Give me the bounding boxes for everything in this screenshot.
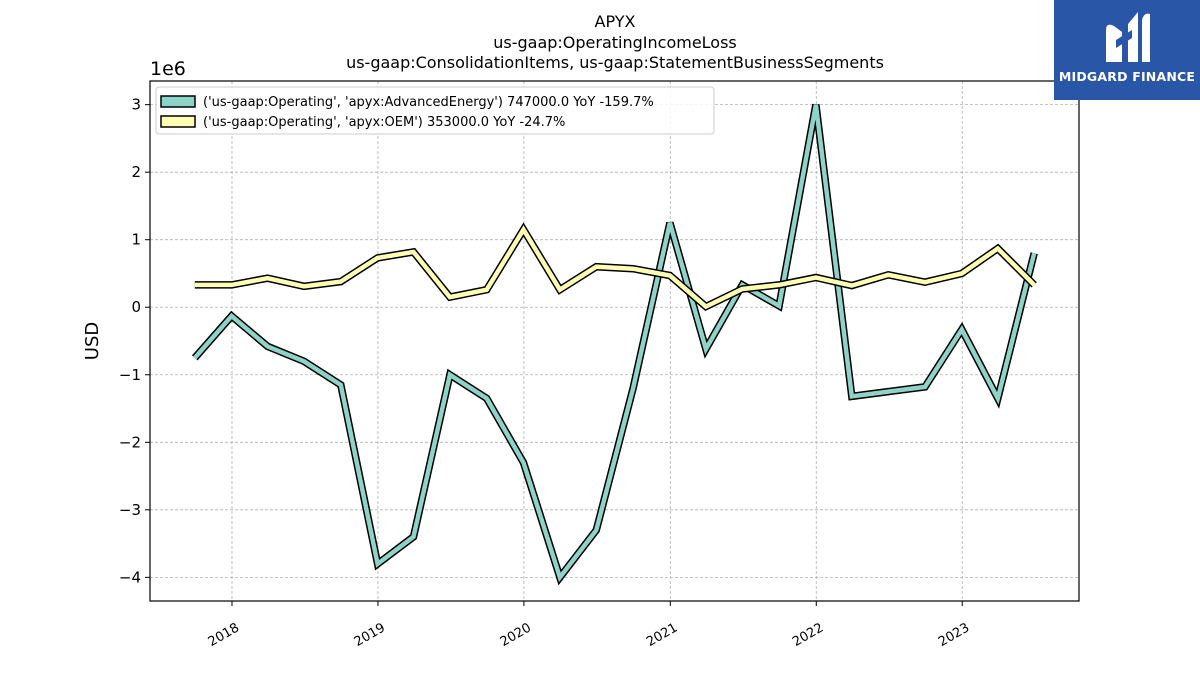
series-line-1 bbox=[191, 103, 1038, 586]
x-tick-label: 2019 bbox=[352, 620, 388, 650]
x-tick-label: 2020 bbox=[498, 620, 534, 650]
title-line-2: us-gaap:OperatingIncomeLoss bbox=[493, 33, 737, 52]
y-tick-label: −1 bbox=[119, 366, 141, 384]
legend-label: ('us-gaap:Operating', 'apyx:AdvancedEner… bbox=[203, 95, 654, 110]
series-layer bbox=[191, 103, 1038, 586]
title-line-3: us-gaap:ConsolidationItems, us-gaap:Stat… bbox=[346, 53, 884, 72]
y-tick-label: 3 bbox=[131, 96, 141, 114]
series-stroke bbox=[194, 225, 1036, 310]
x-axis: 2018 2019 2020 2021 2022 2023 bbox=[206, 601, 972, 650]
y-axis: −4 −3 −2 −1 0 1 2 3 bbox=[119, 96, 150, 586]
title-line-1: APYX bbox=[595, 12, 636, 31]
x-tick-label: 2022 bbox=[790, 620, 826, 650]
series-outline bbox=[191, 103, 1038, 586]
grid bbox=[150, 81, 1079, 601]
legend-entry: ('us-gaap:Operating', 'apyx:OEM') 353000… bbox=[160, 115, 565, 130]
y-axis-label: USD bbox=[82, 322, 103, 360]
y-tick-label: 1 bbox=[131, 231, 141, 249]
x-tick-label: 2021 bbox=[644, 620, 680, 650]
midgard-finance-logo: MIDGARD FINANCE bbox=[1054, 0, 1200, 100]
plot-frame bbox=[149, 80, 1080, 602]
chart-title: APYX us-gaap:OperatingIncomeLoss us-gaap… bbox=[346, 12, 884, 72]
x-tick-label: 2018 bbox=[206, 620, 242, 650]
legend-swatch bbox=[160, 115, 196, 128]
y-tick-label: 0 bbox=[131, 298, 141, 316]
x-tick-label: 2023 bbox=[936, 620, 972, 650]
legend-box bbox=[155, 86, 715, 135]
logo-mark-icon bbox=[1106, 12, 1150, 63]
y-tick-label: −3 bbox=[119, 501, 141, 519]
y-tick-label: −2 bbox=[119, 433, 141, 451]
y-tick-label: 2 bbox=[131, 163, 141, 181]
series-line-2 bbox=[194, 222, 1037, 312]
series-stroke bbox=[193, 104, 1037, 583]
legend: ('us-gaap:Operating', 'apyx:AdvancedEner… bbox=[155, 86, 715, 135]
y-exponent-label: 1e6 bbox=[150, 58, 186, 80]
legend-label: ('us-gaap:Operating', 'apyx:OEM') 353000… bbox=[203, 115, 565, 130]
legend-swatch bbox=[160, 95, 196, 108]
legend-entry: ('us-gaap:Operating', 'apyx:AdvancedEner… bbox=[160, 95, 654, 110]
y-tick-label: −4 bbox=[119, 568, 141, 586]
logo-text: MIDGARD FINANCE bbox=[1058, 69, 1196, 84]
